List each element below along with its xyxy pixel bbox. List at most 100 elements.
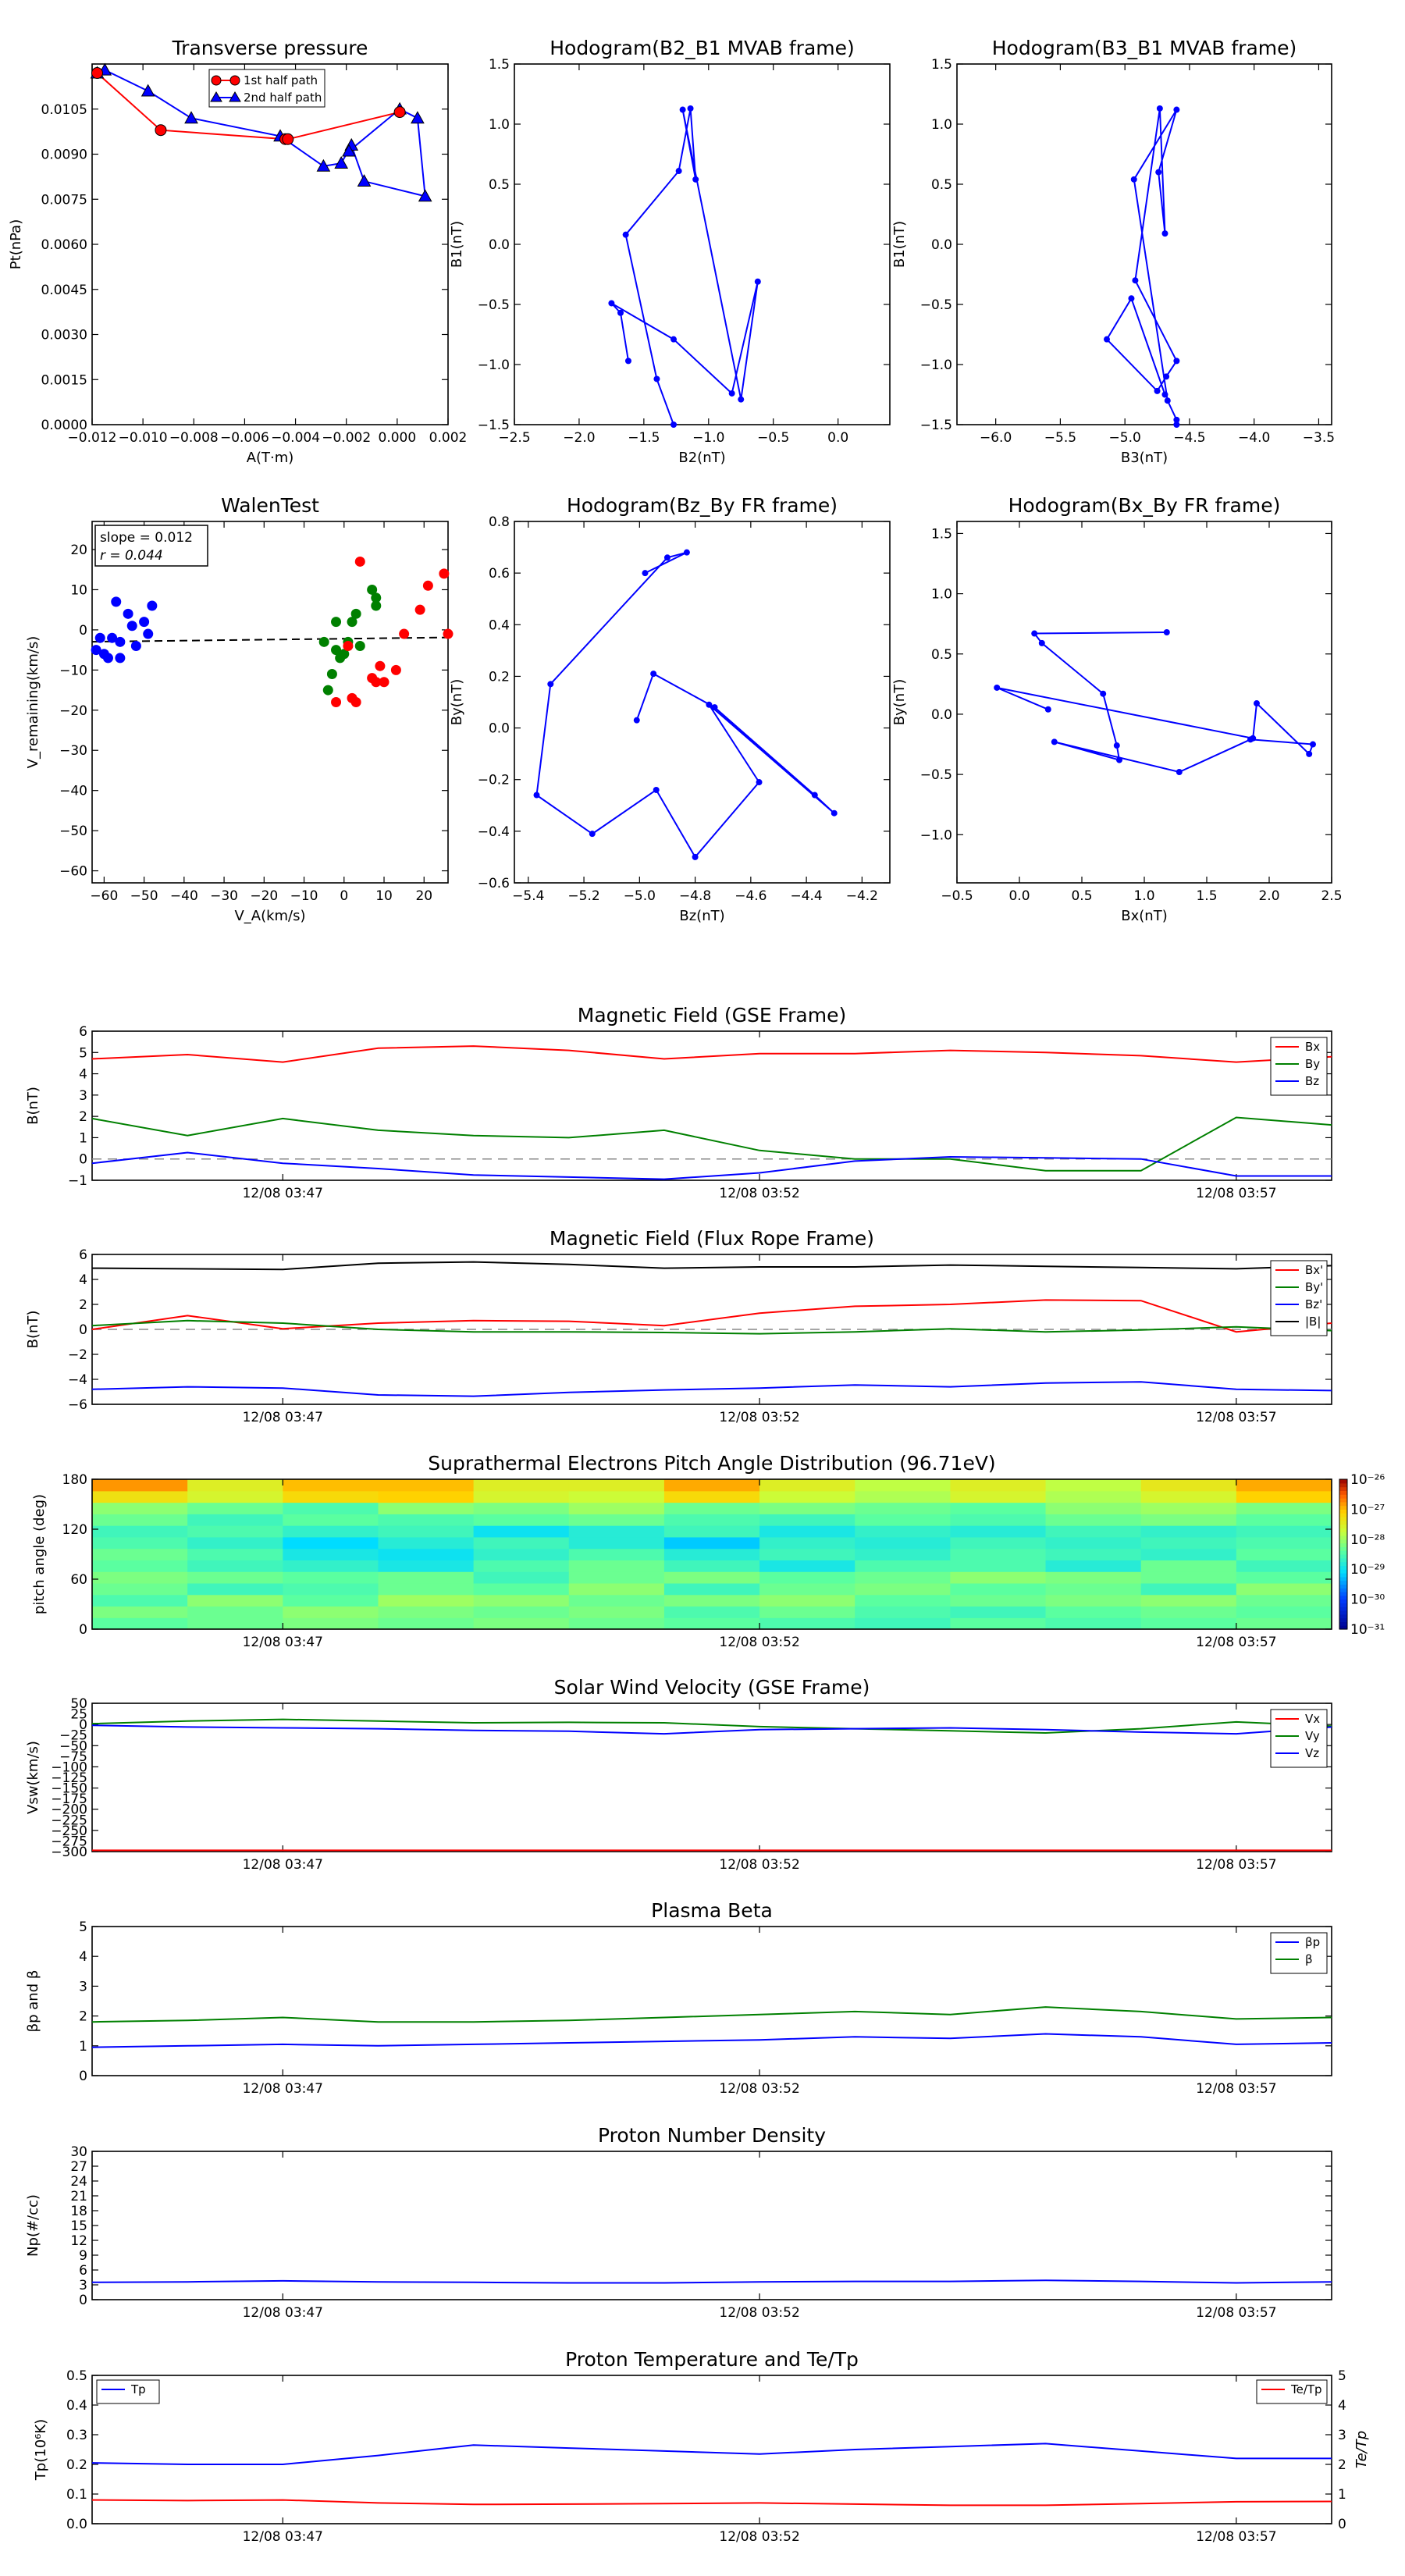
colorbar-cell	[1339, 1554, 1347, 1559]
colorbar-cell	[1339, 1614, 1347, 1619]
heatmap-cell	[92, 1525, 188, 1538]
heatmap-cell	[187, 1606, 283, 1618]
x-tick-label: 2.0	[1258, 888, 1279, 904]
x-axis-label: Bx(nT)	[1121, 908, 1167, 924]
y-axis-label: Tp(10⁶K)	[33, 2419, 49, 2481]
colorbar-cell	[1339, 1569, 1347, 1574]
y-tick-label: 0.1	[66, 2487, 87, 2503]
heatmap-cell	[378, 1582, 475, 1596]
y-axis-label: B(nT)	[25, 1311, 41, 1349]
heatmap-cell	[92, 1560, 188, 1572]
y-tick-label: −175	[51, 1791, 87, 1807]
y-tick-label: −1.0	[920, 358, 952, 373]
colorbar-cell	[1339, 1606, 1347, 1611]
data-point	[331, 697, 342, 707]
y-tick-label: 50	[70, 1696, 87, 1712]
data-point	[1173, 358, 1180, 365]
heatmap-cell	[1236, 1606, 1332, 1618]
x-tick-label: −0.012	[68, 430, 117, 446]
heatmap-cell	[1045, 1514, 1142, 1526]
panel-plasma-beta: Plasma Beta 12/08 03:47 12/08 03:52 12/08 0…	[25, 1899, 1332, 2097]
y-tick-label: 1.0	[931, 587, 952, 603]
data-point	[390, 664, 401, 675]
heatmap-cell	[663, 1560, 760, 1572]
heatmap-cell	[759, 1548, 855, 1560]
heatmap-cell	[473, 1571, 570, 1584]
heatmap-cell	[187, 1582, 283, 1596]
data-point	[617, 309, 624, 316]
colorbar-tick-label: 10⁻³¹	[1350, 1622, 1385, 1638]
data-point	[1173, 416, 1180, 423]
panel-pitch-angle-distribution: Suprathermal Electrons Pitch Angle Distr…	[31, 1452, 1385, 1650]
series-line	[91, 1319, 1332, 1335]
panel-magnetic-field-flux-rope: Magnetic Field (Flux Rope Frame) 12/08 03…	[25, 1227, 1332, 1425]
y-tick-label: −10	[59, 663, 87, 678]
data-point	[1128, 295, 1135, 302]
legend-box	[1256, 2379, 1328, 2404]
heatmap-cell	[1140, 1560, 1237, 1572]
x-tick-label: 12/08 03:47	[243, 1186, 323, 1201]
heatmap-cell	[1140, 1582, 1237, 1596]
y-tick-label: −275	[51, 1834, 87, 1849]
heatmap-cell	[1045, 1617, 1142, 1630]
x-tick-label: 12/08 03:57	[1196, 2529, 1276, 2545]
data-point	[624, 358, 631, 365]
x-tick-label: 12/08 03:47	[243, 1410, 323, 1425]
data-point	[589, 831, 596, 838]
series-line	[91, 2443, 1332, 2465]
y-tick-label: 60	[70, 1572, 87, 1588]
heatmap-cell	[1045, 1536, 1142, 1550]
heatmap-cell	[1140, 1571, 1237, 1584]
x-tick-label: −6.0	[980, 430, 1012, 446]
heatmap-cell	[568, 1582, 665, 1596]
panel-solar-wind-velocity: Solar Wind Velocity (GSE Frame) 12/08 03:…	[25, 1676, 1332, 1873]
heatmap-cell	[378, 1502, 475, 1514]
x-tick-label: −5.5	[1044, 430, 1076, 446]
x-tick-label: −30	[210, 888, 238, 904]
data-point	[622, 231, 629, 238]
data-point	[443, 628, 454, 639]
heatmap-cell	[568, 1548, 665, 1560]
heatmap-cell	[759, 1582, 855, 1596]
x-tick-label: −0.002	[322, 430, 371, 446]
y-tick-label: 9	[79, 2248, 87, 2264]
data-point	[414, 604, 425, 615]
data-point	[994, 684, 1001, 691]
y-tick-label: −1.0	[478, 358, 510, 373]
heatmap-cell	[1045, 1571, 1142, 1584]
y-tick-label: 6	[79, 2263, 87, 2279]
data-point	[547, 681, 554, 688]
heatmap-cell	[568, 1594, 665, 1607]
x-tick-label: 20	[415, 888, 432, 904]
heatmap-cell	[950, 1582, 1047, 1596]
heatmap-cell	[1045, 1582, 1142, 1596]
colorbar-cell	[1339, 1513, 1347, 1517]
x-tick-label: 12/08 03:52	[719, 2305, 799, 2321]
data-point	[1038, 639, 1045, 646]
plot-frame	[91, 521, 449, 884]
x-tick-label: 12/08 03:52	[719, 1410, 799, 1425]
series-line	[91, 1151, 1332, 1180]
y-tick-label: 1.5	[489, 57, 510, 73]
y-tick-label: 12	[70, 2233, 87, 2249]
data-point	[115, 653, 126, 664]
annotation-box	[94, 525, 208, 567]
y-tick-label: 0.0	[66, 2517, 87, 2532]
x-tick-label: 0	[340, 888, 348, 904]
y-tick-label: 1.5	[931, 57, 952, 73]
colorbar-cell	[1339, 1588, 1347, 1592]
heatmap-cell	[855, 1514, 951, 1526]
legend-label: Vx	[1305, 1712, 1320, 1726]
heatmap-cell	[187, 1490, 283, 1503]
heatmap-cell	[1140, 1536, 1237, 1550]
data-point	[1154, 387, 1161, 394]
y-tick-label: −0.2	[478, 773, 510, 788]
heatmap-cell	[759, 1560, 855, 1572]
heatmap-cell	[663, 1571, 760, 1584]
data-point	[354, 556, 365, 567]
y-tick-label: −1.0	[920, 827, 952, 843]
legend-box	[1270, 1260, 1328, 1336]
series-line	[91, 1261, 1332, 1271]
heatmap-cell	[378, 1536, 475, 1550]
colorbar-cell	[1339, 1505, 1347, 1510]
